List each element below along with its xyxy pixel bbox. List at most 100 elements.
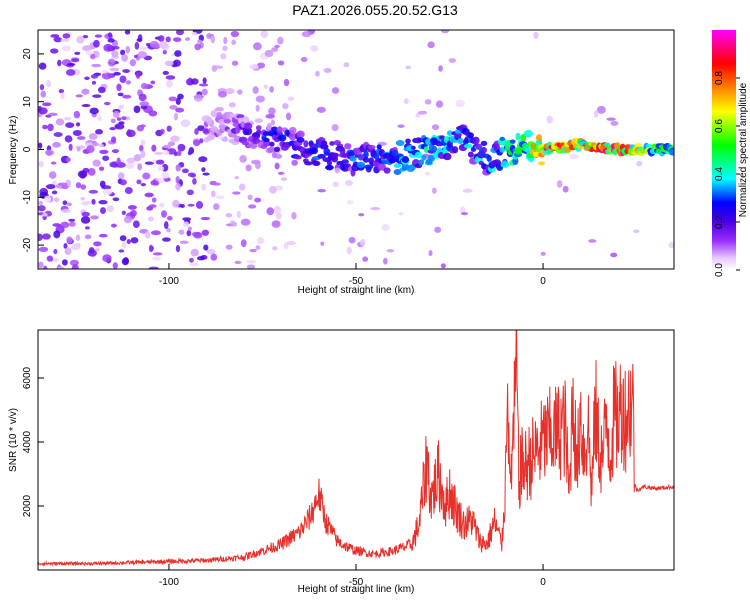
spectrogram-cell <box>533 31 539 39</box>
spectrogram-cell <box>82 45 92 52</box>
spectrogram-cell <box>187 203 195 207</box>
spectrogram-cell <box>107 32 113 38</box>
spectrogram-cell <box>275 212 282 220</box>
spectrogram-cell <box>93 39 100 48</box>
spectrogram-cell <box>42 213 48 217</box>
spectrogram-cell <box>150 80 156 85</box>
spectrogram-cell <box>193 232 203 239</box>
spectrogram-cell <box>231 39 237 45</box>
spectrogram-cell <box>135 71 141 79</box>
spectrogram-cell <box>405 65 412 70</box>
spectrogram-ridge-cell <box>312 160 321 167</box>
spectrogram-cell <box>60 92 65 100</box>
spectrogram-cell <box>606 117 616 121</box>
colorbar-label: Normalized spectral amplitude <box>738 82 749 217</box>
spectrogram-cell <box>177 93 184 100</box>
spectrogram-cell <box>435 100 444 108</box>
spectrogram-cell <box>42 124 48 130</box>
spectrogram-cell <box>98 233 108 238</box>
spectrogram-cell <box>71 58 80 63</box>
spectrogram-cell <box>63 116 72 121</box>
spectrogram-cell <box>92 94 102 98</box>
spectrogram-cell <box>249 63 259 70</box>
spectrogram-cell <box>253 42 262 51</box>
spectrogram-cell <box>76 35 85 44</box>
spectrogram-cell <box>61 45 72 52</box>
spectrogram-cell <box>263 84 268 90</box>
spectrogram-cell <box>94 248 101 252</box>
spectrogram-cell <box>133 54 138 58</box>
spectrogram-cell <box>248 204 257 209</box>
spectrogram-cell <box>192 178 197 185</box>
spectrogram-y-ticks: -20 -10 0 10 20 <box>22 48 44 252</box>
spectrogram-cell <box>214 107 224 112</box>
spectrogram-ridge-cell <box>431 145 438 153</box>
spectrogram-cell <box>152 256 162 261</box>
colorbar-tick-label: 0.0 <box>714 263 725 277</box>
spectrogram-ridge-cell <box>205 116 213 123</box>
spectrogram-cell <box>231 60 239 66</box>
spectrogram-cell <box>286 240 297 246</box>
spectrogram-cell <box>84 76 90 81</box>
spectrogram-cell <box>438 65 443 72</box>
spectrogram-cell <box>417 110 428 115</box>
spectrogram-ridge-cell <box>202 128 210 134</box>
spectrogram-cell <box>358 213 365 217</box>
spectrogram-cell <box>133 105 141 114</box>
spectrogram-cell <box>191 31 198 36</box>
spectrogram-cell <box>65 69 76 76</box>
spectrogram-ridge-cell <box>405 138 411 144</box>
spectrogram-cell <box>136 124 145 132</box>
spectrogram-cell <box>98 200 108 205</box>
spectrogram-cell <box>119 75 127 83</box>
y-tick-label: 4000 <box>22 430 33 453</box>
spectrogram-cell <box>84 226 90 230</box>
spectrogram-cell <box>127 205 137 210</box>
spectrogram-cell <box>193 94 203 102</box>
spectrogram-cell <box>109 161 118 168</box>
spectrogram-cell <box>246 264 256 269</box>
spectrogram-cell <box>38 62 47 70</box>
spectrogram-ridge-cell <box>383 167 391 174</box>
spectrogram-ridge-cell <box>326 160 333 166</box>
spectrogram-cell <box>139 101 150 107</box>
spectrogram-cell <box>48 112 58 116</box>
spectrogram-ridge-cell <box>288 132 297 141</box>
spectrogram-cell <box>274 205 280 211</box>
spectrogram-cell <box>86 145 95 154</box>
spectrogram-cell <box>174 50 182 57</box>
spectrogram-cell <box>102 188 113 196</box>
spectrogram-cell <box>129 209 137 217</box>
spectrogram-cell <box>150 179 159 186</box>
spectrogram-cell <box>282 103 289 110</box>
spectrogram-ridge-cell <box>266 122 272 130</box>
spectrogram-cell <box>45 184 56 190</box>
spectrogram-cell <box>186 189 194 196</box>
spectrogram-cell <box>87 168 96 176</box>
spectrogram-ridge-cell <box>391 150 399 157</box>
spectrogram-cell <box>109 127 116 131</box>
spectrogram-cell <box>137 163 143 171</box>
spectrogram-cell <box>151 159 157 163</box>
spectrogram-cell <box>140 150 146 159</box>
spectrogram-cell <box>187 226 192 231</box>
spectrogram-cell <box>62 200 68 206</box>
spectrogram-cell <box>75 182 82 189</box>
spectrogram-cell <box>140 139 146 146</box>
spectrogram-cell <box>232 191 241 195</box>
spectrogram-cell <box>102 254 112 263</box>
spectrogram-cell <box>119 235 127 242</box>
spectrogram-cell <box>38 261 44 269</box>
colorbar-tick-label: 0.8 <box>714 71 725 85</box>
spectrogram-cell <box>51 180 57 186</box>
spectrogram-cell <box>222 45 228 51</box>
spectrogram-ridge-cell <box>221 137 229 142</box>
spectrogram-cell <box>301 31 312 38</box>
spectrogram-cell <box>427 41 435 49</box>
spectrogram-cell <box>147 216 154 222</box>
spectrogram-cell <box>126 238 131 245</box>
spectrogram-ridge-cell <box>499 146 506 153</box>
spectrogram-ridge-cell <box>303 140 309 148</box>
spectrogram-ridge-cell <box>288 126 297 135</box>
spectrogram-cell <box>155 159 165 165</box>
